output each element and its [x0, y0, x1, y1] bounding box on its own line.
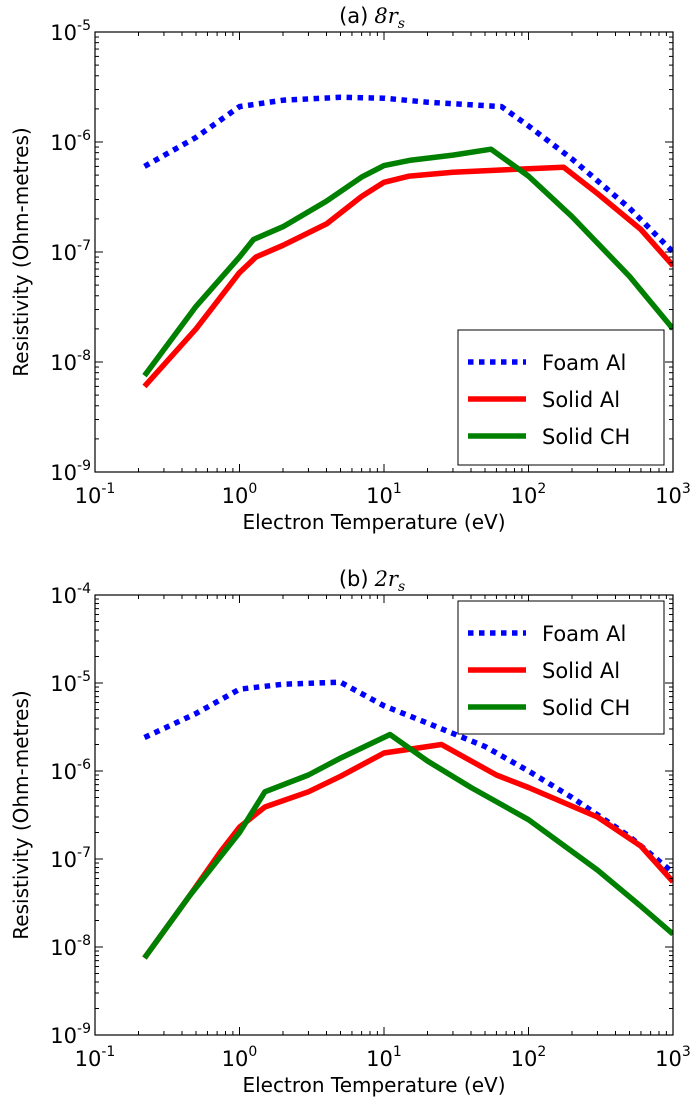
chart-title: (a) 8rs — [339, 4, 405, 32]
series-line-solid-ch — [142, 146, 673, 378]
chart-panel-a: 10-1 100 101 102 103 10-9 10-8 10-7 10-6 10-5 Elec… — [9, 4, 691, 534]
x-tick-label: 101 — [366, 481, 402, 508]
x-tick-label: 102 — [511, 481, 547, 508]
y-tick-label: 10-4 — [50, 581, 91, 608]
x-tick-label: 100 — [222, 1044, 258, 1071]
x-tick-label: 103 — [655, 481, 691, 508]
legend-label: Solid CH — [542, 696, 630, 720]
y-tick-label: 10-7 — [50, 238, 91, 265]
x-tick-label: 100 — [222, 481, 258, 508]
x-tick-label: 10-1 — [75, 481, 116, 508]
y-tick-label: 10-5 — [50, 669, 91, 696]
y-tick-label: 10-8 — [50, 348, 91, 375]
plot-area — [142, 94, 673, 389]
y-tick-label: 10-7 — [50, 845, 91, 872]
y-tick-label: 10-8 — [50, 933, 91, 960]
legend-label: Solid Al — [542, 388, 620, 412]
y-axis-label: Resistivity (Ohm-metres) — [9, 690, 33, 939]
y-tick-label: 10-5 — [50, 18, 91, 45]
legend: Foam Al Solid Al Solid CH — [457, 329, 665, 466]
y-tick-label: 10-6 — [50, 757, 91, 784]
legend-label: Foam Al — [542, 351, 626, 375]
y-tick-label: 10-9 — [50, 1021, 91, 1048]
x-tick-label: 103 — [655, 1044, 691, 1071]
chart-panel-b: 10-1 100 101 102 103 10-9 10-8 10-7 10-6 10-5 10-4… — [9, 567, 691, 1097]
axis-ticks — [94, 594, 674, 1036]
series-line-foam-al — [143, 94, 673, 254]
y-tick-label: 10-6 — [50, 128, 91, 155]
series-line-solid-al — [142, 164, 673, 389]
legend-label: Solid Al — [542, 659, 620, 683]
series-line-solid-al — [142, 741, 673, 960]
series-line-solid-ch — [142, 731, 673, 960]
y-axis-label: Resistivity (Ohm-metres) — [9, 127, 33, 376]
x-tick-label: 101 — [366, 1044, 402, 1071]
legend-label: Foam Al — [542, 622, 626, 646]
chart-title: (b) 2rs — [339, 567, 405, 595]
x-axis-label: Electron Temperature (eV) — [242, 1073, 505, 1097]
plot-frame — [94, 594, 674, 1036]
plot-area — [142, 679, 673, 960]
x-axis-label: Electron Temperature (eV) — [242, 510, 505, 534]
x-tick-label: 10-1 — [75, 1044, 116, 1071]
plot-frame — [94, 31, 674, 473]
legend-label: Solid CH — [542, 425, 630, 449]
axis-ticks — [94, 31, 674, 473]
legend: Foam Al Solid Al Solid CH — [457, 600, 665, 735]
x-tick-label: 102 — [511, 1044, 547, 1071]
y-tick-label: 10-9 — [50, 458, 91, 485]
